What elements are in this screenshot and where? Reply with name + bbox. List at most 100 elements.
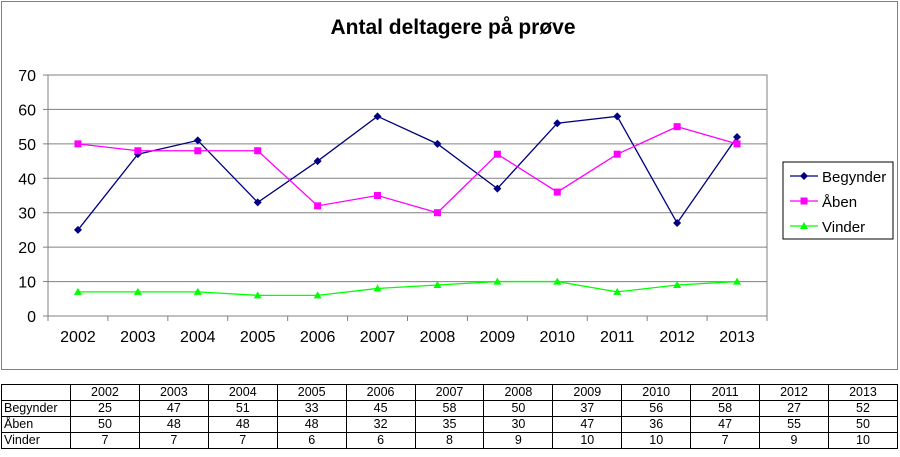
table-header-2013: 2013 xyxy=(827,384,899,401)
x-tick-label-2004: 2004 xyxy=(180,329,216,346)
table-cell-vinder-2002: 7 xyxy=(70,432,140,449)
table-cell-åben-2010: 36 xyxy=(621,416,692,433)
point-åben-2012 xyxy=(673,123,681,131)
table-header-2003: 2003 xyxy=(138,384,209,401)
point-åben-2013 xyxy=(733,140,741,148)
point-vinder-2009 xyxy=(493,277,502,285)
x-tick-label-2012: 2012 xyxy=(659,329,695,346)
table-header-2005: 2005 xyxy=(276,384,347,401)
table-row-label-åben: Åben xyxy=(1,416,71,433)
y-tick-label-30: 30 xyxy=(18,206,36,223)
table-cell-åben-2007: 35 xyxy=(414,416,485,433)
table-cell-begynder-2007: 58 xyxy=(414,400,485,417)
table-header-2010: 2010 xyxy=(621,384,692,401)
table-cell-begynder-2005: 33 xyxy=(276,400,347,417)
point-vinder-2006 xyxy=(313,291,322,299)
table-cell-åben-2013: 50 xyxy=(827,416,899,433)
point-vinder-2011 xyxy=(613,287,622,295)
chart-title: Antal deltagere på prøve xyxy=(330,16,575,39)
legend-label-åben: Åben xyxy=(822,194,857,211)
point-vinder-2007 xyxy=(373,284,382,292)
table-header-2007: 2007 xyxy=(414,384,485,401)
table-cell-åben-2004: 48 xyxy=(207,416,278,433)
table-header-2008: 2008 xyxy=(483,384,554,401)
table-header-2004: 2004 xyxy=(207,384,278,401)
table-cell-åben-2003: 48 xyxy=(138,416,209,433)
legend-marker-åben xyxy=(800,197,808,205)
table-header-2012: 2012 xyxy=(759,384,829,401)
table-header-2006: 2006 xyxy=(345,384,416,401)
y-tick-label-20: 20 xyxy=(18,240,36,257)
y-tick-label-70: 70 xyxy=(18,68,36,85)
point-åben-2002 xyxy=(74,140,82,148)
point-åben-2006 xyxy=(314,202,322,210)
table-row-label-begynder: Begynder xyxy=(1,400,71,417)
point-begynder-2009 xyxy=(493,184,502,193)
x-tick-label-2003: 2003 xyxy=(120,329,156,346)
x-tick-label-2008: 2008 xyxy=(420,329,456,346)
x-tick-label-2009: 2009 xyxy=(480,329,516,346)
point-begynder-2013 xyxy=(733,132,742,141)
point-begynder-2006 xyxy=(313,157,322,166)
table-cell-vinder-2004: 7 xyxy=(207,432,278,449)
table-cell-åben-2011: 47 xyxy=(690,416,761,433)
point-vinder-2008 xyxy=(433,281,442,289)
table-header-2009: 2009 xyxy=(552,384,623,401)
x-tick-label-2013: 2013 xyxy=(719,329,755,346)
chart-area xyxy=(1,1,898,370)
point-åben-2004 xyxy=(194,147,202,155)
table-cell-begynder-2013: 52 xyxy=(827,400,899,417)
series-line-vinder xyxy=(77,280,738,296)
point-åben-2003 xyxy=(134,147,142,155)
table-cell-vinder-2011: 7 xyxy=(690,432,761,449)
point-begynder-2005 xyxy=(253,198,262,207)
table-cell-vinder-2013: 10 xyxy=(827,432,899,449)
point-åben-2011 xyxy=(613,150,621,158)
point-vinder-2004 xyxy=(193,287,202,295)
y-tick-label-40: 40 xyxy=(18,171,36,188)
line-chart: Antal deltagere på prøve 0 10 20 30 40 50 60 70… xyxy=(18,16,894,346)
table-header-row: 2002 2003 2004 2005 2006 2007 2008 2009 2010 2011… xyxy=(1,384,899,401)
point-åben-2007 xyxy=(374,192,382,199)
point-begynder-2010 xyxy=(553,119,562,128)
legend-marker-begynder xyxy=(800,172,808,180)
table-header-2011: 2011 xyxy=(690,384,761,401)
x-tick-label-2007: 2007 xyxy=(360,329,396,346)
table-cell-begynder-2010: 56 xyxy=(621,400,692,417)
table-cell-vinder-2012: 9 xyxy=(759,432,829,449)
point-åben-2005 xyxy=(254,147,262,155)
point-begynder-2008 xyxy=(433,139,442,148)
point-begynder-2004 xyxy=(193,136,202,145)
point-vinder-2002 xyxy=(73,287,82,295)
table-cell-begynder-2003: 47 xyxy=(138,400,209,417)
point-vinder-2012 xyxy=(673,281,682,289)
table-cell-vinder-2006: 6 xyxy=(345,432,416,449)
table-cell-åben-2009: 47 xyxy=(552,416,623,433)
point-vinder-2005 xyxy=(253,291,262,299)
x-tick-label-2006: 2006 xyxy=(300,329,336,346)
table-cell-åben-2002: 50 xyxy=(70,416,140,433)
y-tick-label-10: 10 xyxy=(18,275,36,292)
table-cell-begynder-2008: 50 xyxy=(483,400,554,417)
table-header-2002: 2002 xyxy=(70,384,140,401)
table-cell-begynder-2011: 58 xyxy=(690,400,761,417)
legend-marker-vinder xyxy=(800,222,808,229)
table-cell-vinder-2005: 6 xyxy=(276,432,347,449)
data-table: 2002 2003 2004 2005 2006 2007 2008 2009 2010 2011… xyxy=(1,384,899,449)
table-cell-begynder-2009: 37 xyxy=(552,400,623,417)
table-cell-vinder-2007: 8 xyxy=(414,432,485,449)
point-åben-2009 xyxy=(493,150,501,158)
table-cell-vinder-2009: 10 xyxy=(552,432,623,449)
y-tick-label-0: 0 xyxy=(27,309,36,326)
point-åben-2008 xyxy=(433,209,441,217)
x-tick-label-2002: 2002 xyxy=(60,329,96,346)
table-cell-åben-2006: 32 xyxy=(345,416,416,433)
y-tick-label-60: 60 xyxy=(18,102,36,119)
point-vinder-2010 xyxy=(553,277,562,285)
x-tick-label-2011: 2011 xyxy=(600,329,635,346)
table-cell-åben-2008: 30 xyxy=(483,416,554,433)
point-begynder-2002 xyxy=(73,225,82,234)
table-cell-begynder-2002: 25 xyxy=(70,400,140,417)
table-cell-vinder-2003: 7 xyxy=(138,432,209,449)
point-begynder-2012 xyxy=(673,219,682,228)
